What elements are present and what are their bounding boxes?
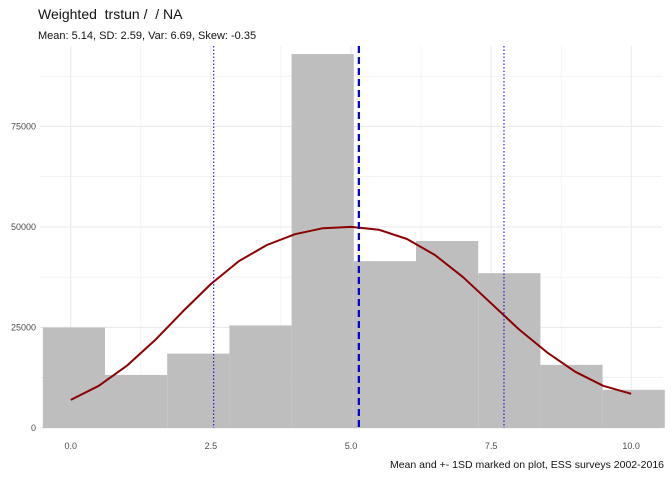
histogram-bar (42, 327, 106, 428)
histogram-bar (105, 374, 168, 428)
histogram-bar (540, 364, 603, 428)
x-tick-label: 7.5 (485, 441, 498, 451)
x-tick-label: 10.0 (622, 441, 640, 451)
density-curve (70, 225, 632, 401)
y-tick-label: 0 (31, 423, 36, 433)
y-tick-label: 50000 (11, 222, 36, 232)
histogram-bar (229, 325, 292, 428)
y-tick-label: 25000 (11, 322, 36, 332)
histogram-bar (353, 261, 417, 428)
histogram-bar (416, 241, 479, 428)
x-tick-label: 0.0 (65, 441, 78, 451)
lines-layer (70, 46, 632, 428)
y-tick-label: 75000 (11, 121, 36, 131)
chart-subtitle: Mean: 5.14, SD: 2.59, Var: 6.69, Skew: -… (38, 30, 257, 42)
ticks-layer: 0.0 2.5 5.0 7.5 10.0 0 25000 50000 75000 (11, 121, 640, 451)
x-tick-label: 2.5 (205, 441, 218, 451)
bars-layer (42, 54, 665, 428)
chart-title: Weighted trstun / / NA (38, 6, 183, 22)
histogram-bar (478, 273, 541, 428)
histogram-bar (291, 54, 354, 428)
chart-caption: Mean and +- 1SD marked on plot, ESS surv… (389, 459, 664, 471)
x-tick-label: 5.0 (345, 441, 358, 451)
histogram-bar (167, 353, 230, 428)
histogram-bar (602, 389, 665, 428)
